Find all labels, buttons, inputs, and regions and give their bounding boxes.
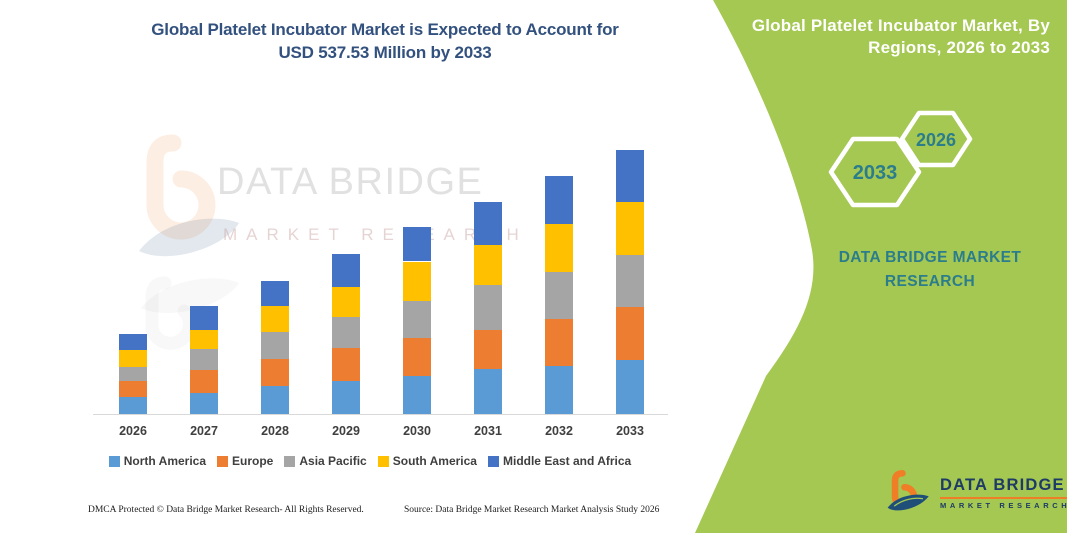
dmca-notice: DMCA Protected © Data Bridge Market Rese… (88, 505, 364, 515)
legend-item-asia-pacific: Asia Pacific (284, 454, 367, 468)
legend-swatch-icon (108, 455, 120, 467)
legend-label: Middle East and Africa (502, 454, 632, 468)
bar-segment-north-america-2032 (545, 366, 573, 414)
legend-item-europe: Europe (217, 454, 273, 468)
bar-segment-south-america-2032 (545, 224, 573, 272)
legend-swatch-icon (284, 455, 296, 467)
hexagon-2033-outline (828, 136, 922, 208)
bar-segment-asia-pacific-2032 (545, 271, 573, 319)
bar-segment-europe-2026 (119, 380, 147, 398)
data-bridge-logo: DATA BRIDGE MARKET RESEARCH (886, 468, 1067, 518)
bar-segment-north-america-2029 (332, 380, 360, 414)
bar-segment-middle-east-and-africa-2032 (545, 175, 573, 225)
brand-tagline-line1: DATA BRIDGE MARKET (838, 249, 1022, 266)
legend-item-north-america: North America (108, 454, 207, 468)
bar-segment-south-america-2027 (190, 329, 218, 350)
bar-segment-middle-east-and-africa-2027 (190, 306, 218, 330)
bar-segment-middle-east-and-africa-2031 (474, 202, 502, 246)
bar-segment-north-america-2027 (190, 393, 218, 414)
legend-label: Asia Pacific (299, 454, 367, 468)
brand-tagline: DATA BRIDGE MARKET RESEARCH (810, 246, 1050, 294)
bar-segment-south-america-2029 (332, 286, 360, 318)
bar-segment-asia-pacific-2033 (616, 255, 644, 308)
x-axis-label-2031: 2031 (474, 424, 502, 438)
logo-name: DATA BRIDGE (940, 476, 1067, 499)
logo-subtitle: MARKET RESEARCH (940, 501, 1067, 510)
bar-segment-middle-east-and-africa-2029 (332, 254, 360, 287)
legend-item-middle-east-and-africa: Middle East and Africa (487, 454, 632, 468)
x-axis-label-2026: 2026 (119, 424, 147, 438)
x-axis-label-2030: 2030 (403, 424, 431, 438)
x-axis-line (93, 414, 668, 415)
hexagon-2026-label: 2026 (916, 130, 956, 150)
bar-segment-europe-2031 (474, 329, 502, 370)
hexagon-2026-outline (899, 110, 973, 168)
hexagon-2033-label: 2033 (853, 162, 898, 184)
bar-segment-south-america-2030 (403, 261, 431, 301)
chart-title: Global Platelet Incubator Market is Expe… (55, 18, 715, 65)
bar-segment-europe-2030 (403, 337, 431, 376)
bar-segment-europe-2028 (261, 358, 289, 386)
bar-segment-middle-east-and-africa-2030 (403, 227, 431, 262)
legend-label: Europe (232, 454, 274, 468)
bar-segment-europe-2027 (190, 370, 218, 394)
bar-segment-asia-pacific-2030 (403, 300, 431, 338)
x-axis-label-2027: 2027 (190, 424, 218, 438)
bar-segment-north-america-2026 (119, 397, 147, 414)
bar-segment-europe-2033 (616, 307, 644, 360)
side-panel-title: Global Platelet Incubator Market, By Reg… (735, 15, 1050, 59)
bar-segment-south-america-2026 (119, 350, 147, 367)
chart-title-line1: Global Platelet Incubator Market is Expe… (151, 20, 619, 39)
data-bridge-logo-text: DATA BRIDGE MARKET RESEARCH (940, 476, 1067, 510)
chart-legend: North America Europe Asia Pacific South Ame… (58, 454, 682, 468)
legend-item-south-america: South America (377, 454, 477, 468)
brand-tagline-line2: RESEARCH (884, 273, 976, 291)
bar-segment-north-america-2028 (261, 385, 289, 414)
bar-segment-north-america-2031 (474, 369, 502, 414)
chart-title-line2: USD 537.53 Million by 2033 (278, 43, 492, 63)
bar-segment-asia-pacific-2027 (190, 349, 218, 371)
bar-segment-north-america-2030 (403, 375, 431, 414)
bar-segment-asia-pacific-2026 (119, 366, 147, 381)
bar-segment-south-america-2028 (261, 306, 289, 332)
bar-segment-middle-east-and-africa-2028 (261, 280, 289, 307)
bar-segment-asia-pacific-2029 (332, 317, 360, 348)
legend-swatch-icon (377, 455, 389, 467)
x-axis-label-2033: 2033 (616, 424, 644, 438)
legend-swatch-icon (487, 455, 499, 467)
source-note: Source: Data Bridge Market Research Mark… (404, 505, 660, 515)
side-panel-title-line2: Regions, 2026 to 2033 (868, 38, 1050, 58)
legend-swatch-icon (217, 455, 229, 467)
hexagon-badges: 2033 2026 (828, 110, 973, 208)
bar-segment-asia-pacific-2028 (261, 331, 289, 359)
bar-segment-europe-2029 (332, 347, 360, 381)
bar-segment-europe-2032 (545, 318, 573, 367)
legend-label: North America (123, 454, 207, 468)
bar-segment-north-america-2033 (616, 359, 644, 414)
bar-segment-middle-east-and-africa-2026 (119, 333, 147, 351)
green-panel-shape (695, 0, 1067, 533)
bar-segment-south-america-2033 (616, 202, 644, 256)
bar-segment-middle-east-and-africa-2033 (616, 150, 644, 203)
data-bridge-logo-icon (887, 470, 929, 511)
x-axis-label-2028: 2028 (261, 424, 289, 438)
x-axis-label-2029: 2029 (332, 424, 360, 438)
bar-segment-south-america-2031 (474, 245, 502, 285)
legend-label: South America (392, 454, 477, 468)
bar-segment-asia-pacific-2031 (474, 284, 502, 330)
x-axis-label-2032: 2032 (545, 424, 573, 438)
side-panel-title-line1: Global Platelet Incubator Market, By (751, 16, 1050, 35)
